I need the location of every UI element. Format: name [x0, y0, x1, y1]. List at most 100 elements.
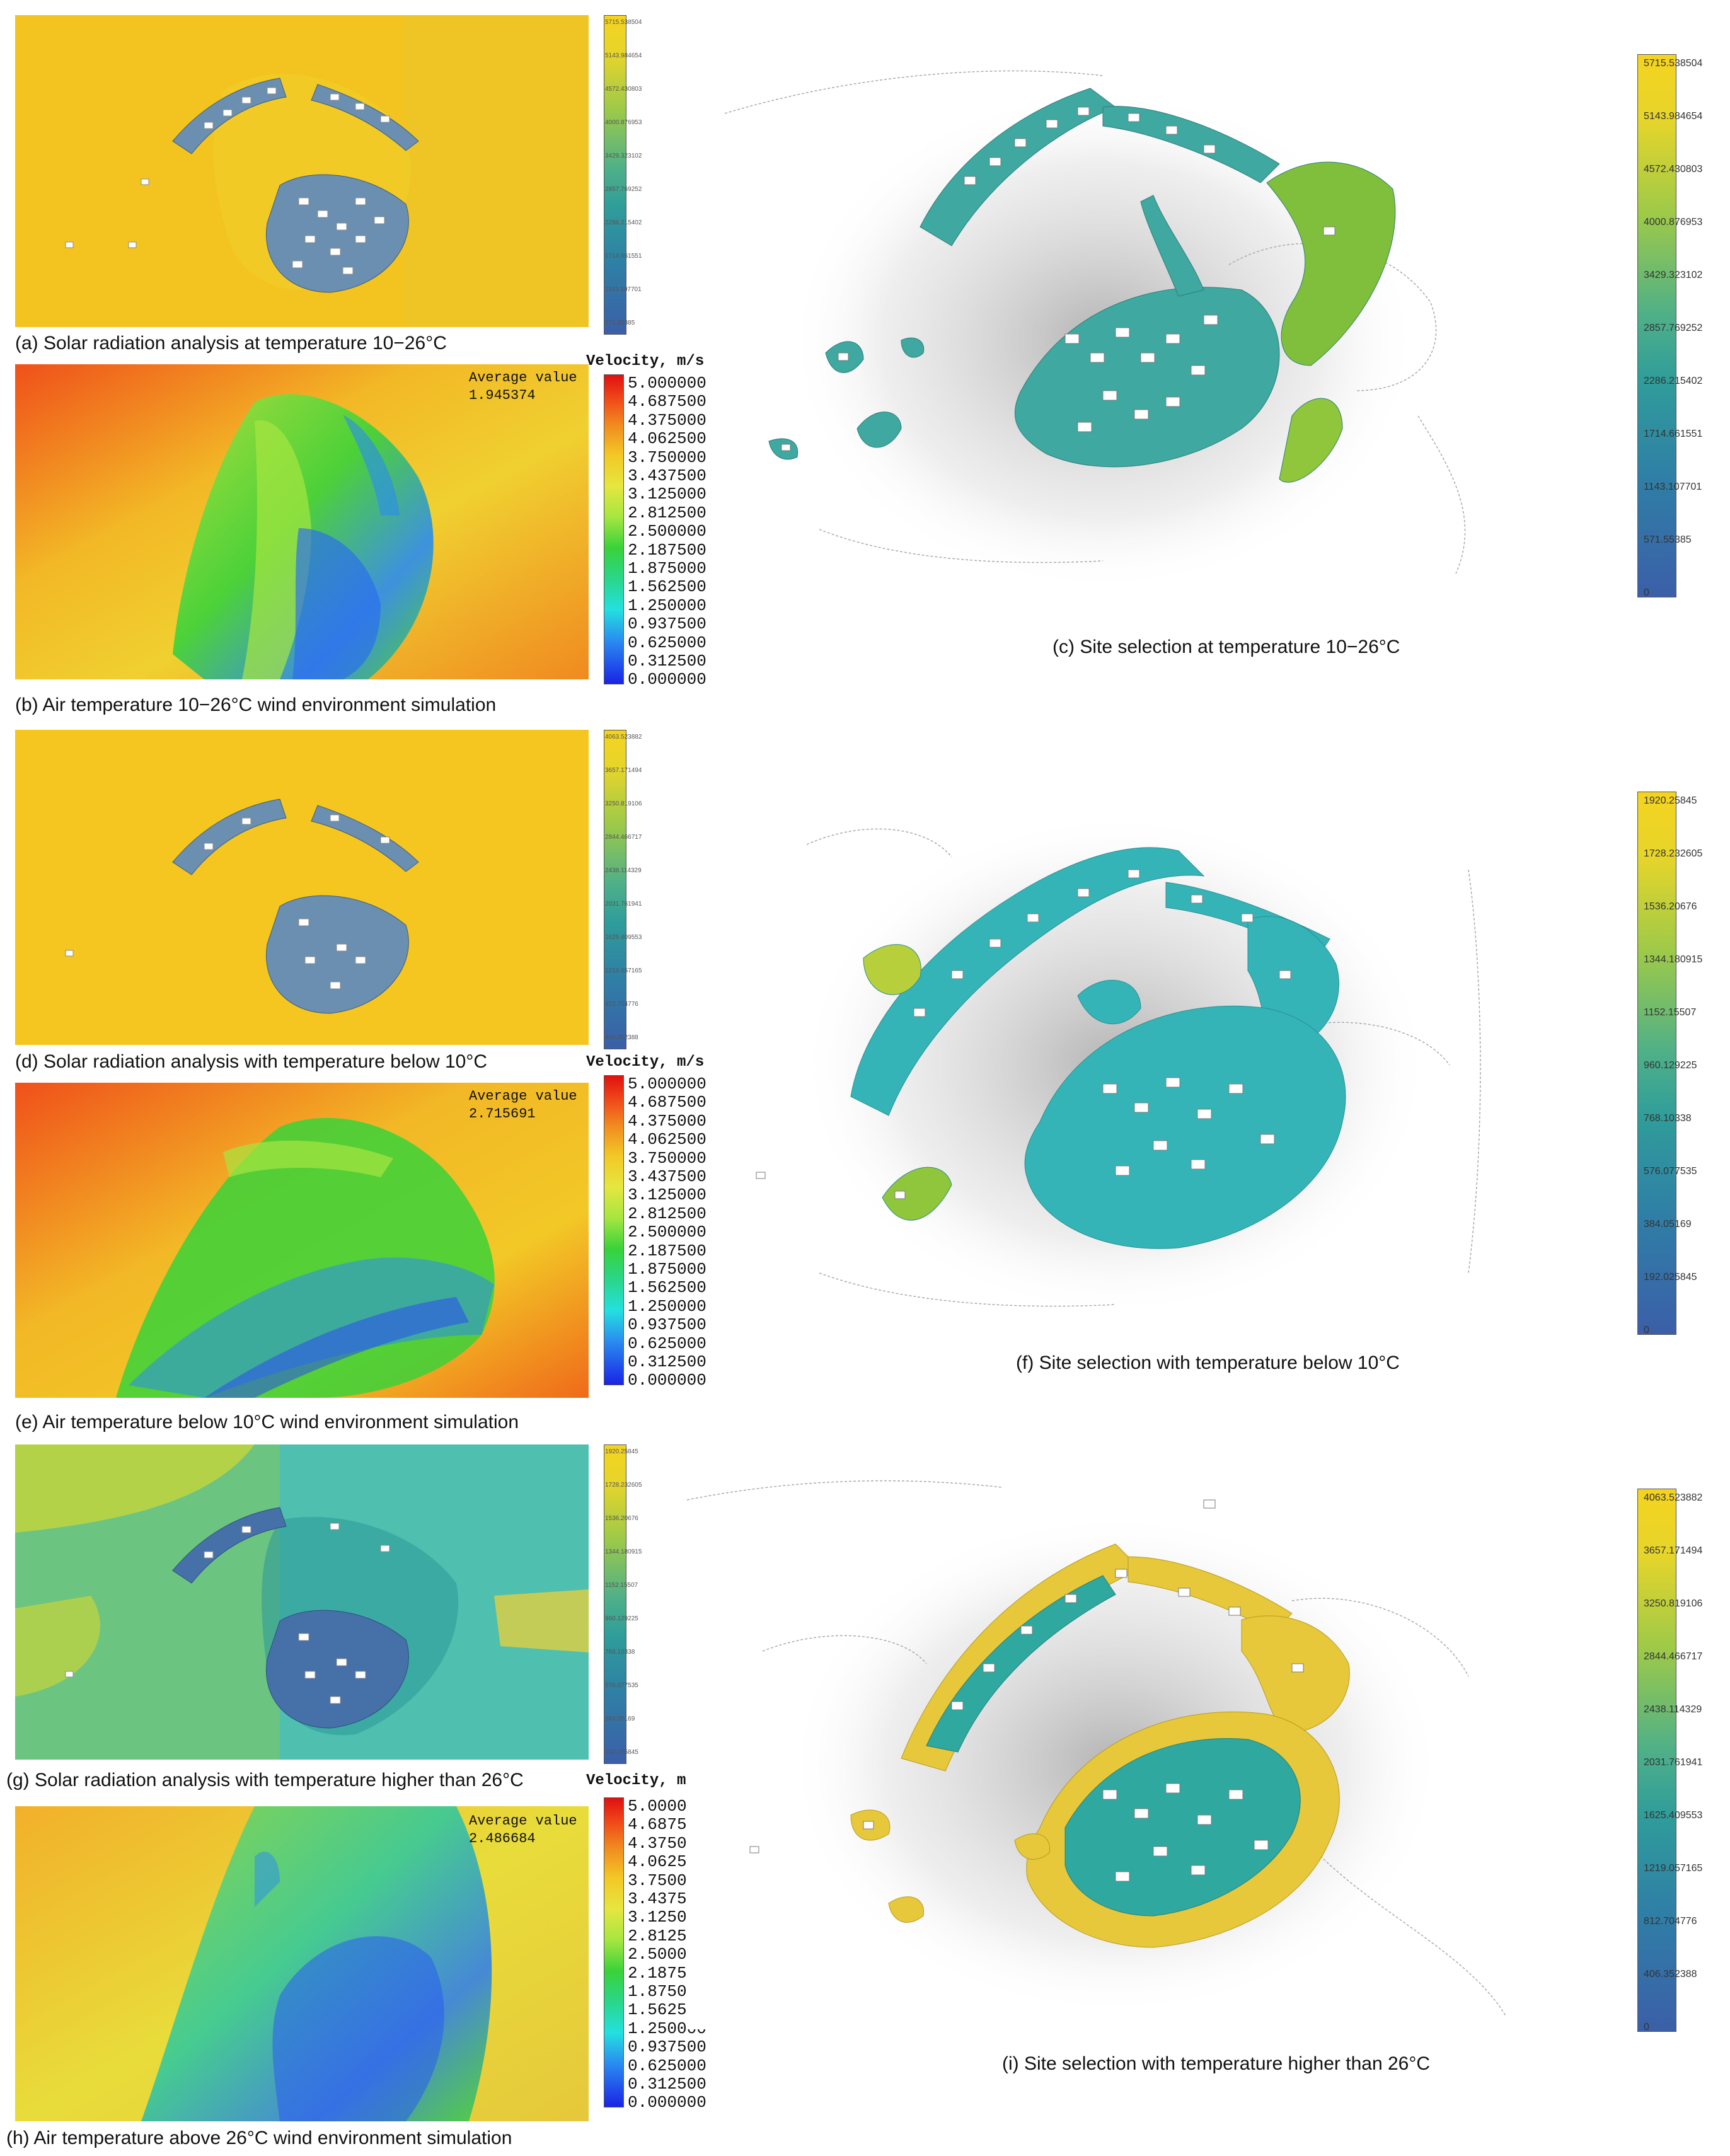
solar-map-d	[15, 730, 589, 1045]
wind-map-e: Average value 2.715691	[15, 1083, 589, 1398]
scale-f-tick: 1536.20676	[1644, 901, 1697, 912]
scale-i-tick: 0	[1644, 2022, 1649, 2032]
vel-e-tick: 2.500000	[628, 1223, 706, 1242]
caption-a: (a) Solar radiation analysis at temperat…	[15, 333, 447, 354]
scale-g-tick: 384.05169	[605, 1715, 635, 1722]
scale-d-tick: 3250.819106	[605, 800, 642, 807]
vel-b-tick: 1.562500	[628, 577, 706, 597]
colorbar-e	[604, 1075, 624, 1385]
vel-b-tick: 0.625000	[628, 633, 706, 652]
scale-g-tick: 192.025845	[605, 1749, 638, 1756]
caption-d: (d) Solar radiation analysis with temper…	[15, 1051, 488, 1072]
vel-h-tick: 0.625000	[628, 2056, 706, 2075]
scale-g-tick: 1344.180915	[605, 1548, 642, 1555]
vel-e-tick: 5.000000	[628, 1075, 706, 1093]
scale-d-tick: 1219.057165	[605, 967, 642, 974]
scale-f-tick: 1152.15507	[1644, 1007, 1697, 1018]
caption-e: (e) Air temperature below 10°C wind envi…	[15, 1412, 519, 1433]
vel-e-tick: 3.750000	[628, 1148, 706, 1168]
scale-a-tick: 4000.876953	[605, 119, 642, 126]
vel-e-tick: 2.187500	[628, 1241, 706, 1260]
vel-h-tick: 0.000000	[628, 2093, 706, 2113]
vel-b-tick: 3.437500	[628, 466, 706, 485]
vel-title-h: Velocity, m/s	[586, 1772, 705, 1789]
scale-c-tick: 4572.430803	[1644, 164, 1703, 175]
colorbar-f	[1637, 792, 1676, 1335]
vel-b-tick: 2.187500	[628, 540, 706, 560]
scale-a-tick: 571.55385	[605, 320, 635, 326]
scale-c-tick: 0	[1644, 587, 1649, 598]
wind-map-b: Average value 1.945374	[15, 364, 589, 679]
colorbar-d	[604, 730, 626, 1049]
scale-a-tick: 4572.430803	[605, 86, 642, 93]
avg-label-b: Average value	[469, 370, 577, 386]
scale-c-tick: 4000.876953	[1644, 217, 1703, 228]
scale-f-tick: 576.077535	[1644, 1166, 1697, 1177]
vel-h-tick: 0.937500	[628, 2038, 706, 2057]
scale-f-tick: 192.025845	[1644, 1272, 1697, 1283]
avg-box-e: Average value 2.715691	[469, 1088, 577, 1123]
scale-d-tick: 406.352388	[605, 1034, 638, 1041]
vel-b-tick: 1.875000	[628, 559, 706, 578]
vel-e-tick: 3.125000	[628, 1185, 706, 1205]
vel-b-tick: 1.250000	[628, 596, 706, 615]
scale-i-tick: 4063.523882	[1644, 1492, 1703, 1503]
solar-map-a	[15, 15, 589, 327]
avg-label-e: Average value	[469, 1088, 577, 1104]
caption-g: (g) Solar radiation analysis with temper…	[6, 1770, 524, 1790]
scale-a-tick: 2857.769252	[605, 186, 642, 193]
scale-i-tick: 2031.761941	[1644, 1757, 1703, 1768]
scale-d-tick: 4063.523882	[605, 734, 642, 741]
vel-b-tick: 2.812500	[628, 503, 706, 522]
vel-e-tick: 1.875000	[628, 1260, 706, 1279]
scale-a-tick: 3429.323102	[605, 153, 642, 159]
scale-c-tick: 2857.769252	[1644, 323, 1703, 333]
scale-a-tick: 5143.984654	[605, 52, 642, 59]
scale-d-tick: 2031.761941	[605, 901, 642, 908]
scale-a-tick: 2286.215402	[605, 219, 642, 226]
avg-box-h: Average value 2.486684	[469, 1813, 577, 1848]
vel-e-tick: 0.312500	[628, 1352, 706, 1371]
scale-a-tick: 1143.107701	[605, 286, 642, 293]
vel-b-tick: 0.000000	[628, 670, 706, 689]
colorbar-b	[604, 374, 624, 684]
scale-f-tick: 960.129225	[1644, 1060, 1697, 1071]
scale-d-tick: 2438.114329	[605, 867, 642, 874]
caption-i: (i) Site selection with temperature high…	[1002, 2053, 1430, 2074]
vel-e-tick: 1.562500	[628, 1278, 706, 1298]
scale-i-tick: 3657.171494	[1644, 1545, 1703, 1556]
scale-c-tick: 3429.323102	[1644, 270, 1703, 280]
caption-c: (c) Site selection at temperature 10−26°…	[1052, 637, 1400, 657]
site-map-f	[725, 769, 1544, 1323]
scale-i-tick: 406.352388	[1644, 1969, 1697, 1980]
avg-value-b: 1.945374	[469, 388, 536, 403]
scale-d-tick: 812.704776	[605, 1001, 638, 1008]
vel-b-tick: 0.937500	[628, 614, 706, 634]
vel-e-tick: 2.812500	[628, 1204, 706, 1223]
scale-c-tick: 5143.984654	[1644, 111, 1703, 122]
scale-g-tick: 1920.25845	[605, 1448, 638, 1455]
solar-map-g	[15, 1444, 589, 1760]
colorbar-c	[1637, 54, 1676, 597]
wind-map-h: Average value 2.486684	[15, 1806, 589, 2121]
vel-b-tick: 4.687500	[628, 392, 706, 412]
colorbar-g	[604, 1444, 626, 1764]
vel-e-tick: 1.250000	[628, 1296, 706, 1316]
vel-b-tick: 5.000000	[628, 374, 706, 393]
vel-e-tick: 4.062500	[628, 1130, 706, 1150]
vel-b-tick: 4.062500	[628, 429, 706, 449]
scale-g-tick: 1728.232605	[605, 1482, 642, 1489]
scale-g-tick: 1536.20676	[605, 1515, 638, 1522]
vel-b-tick: 2.500000	[628, 522, 706, 541]
scale-g-tick: 576.077535	[605, 1682, 638, 1689]
scale-d-tick: 3657.171494	[605, 767, 642, 774]
vel-e-tick: 4.687500	[628, 1093, 706, 1112]
scale-i-tick: 3250.819106	[1644, 1598, 1703, 1609]
scale-c-tick: 571.55385	[1644, 534, 1692, 545]
vel-b-tick: 3.750000	[628, 447, 706, 467]
vel-e-tick: 0.937500	[628, 1315, 706, 1335]
scale-f-tick: 1920.25845	[1644, 795, 1697, 806]
vel-e-tick: 4.375000	[628, 1111, 706, 1131]
avg-box-b: Average value 1.945374	[469, 369, 577, 405]
avg-label-h: Average value	[469, 1813, 577, 1829]
